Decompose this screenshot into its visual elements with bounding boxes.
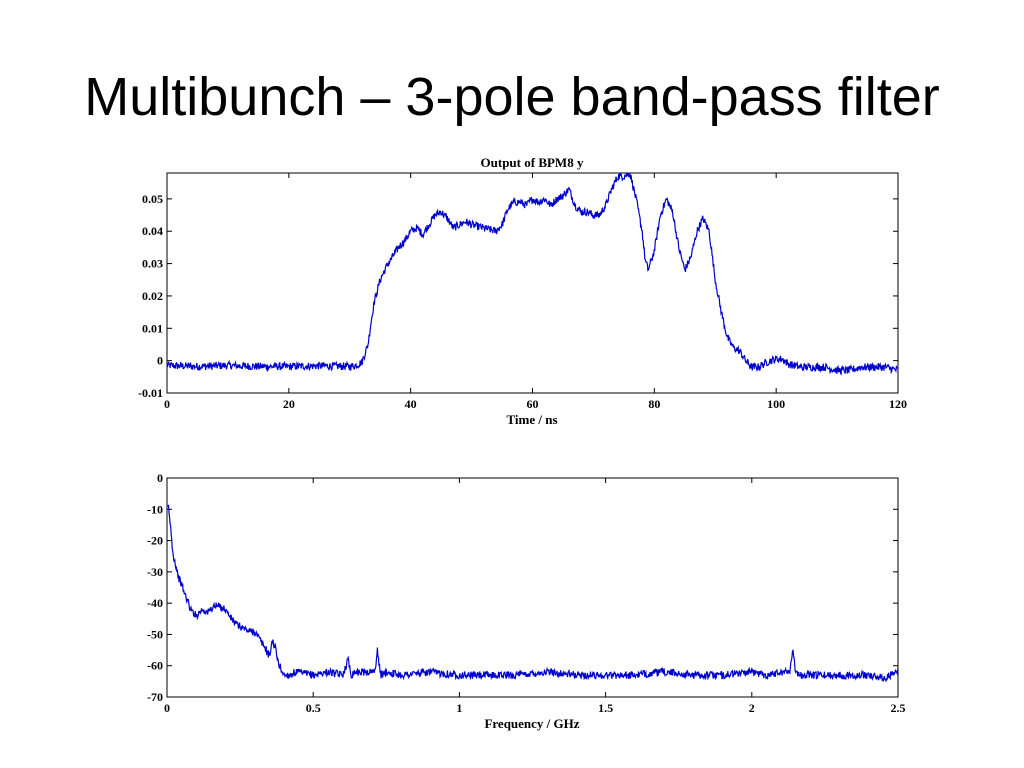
series-line [166,172,899,376]
y-tick-label: -70 [147,690,163,704]
y-tick-label: -0.01 [138,386,163,400]
x-tick-label: 1.5 [598,701,613,715]
y-tick-label: -20 [147,534,163,548]
x-axis: 0 20 40 60 80 100 120 [164,173,907,411]
x-tick-label: 80 [648,397,660,411]
plot-frame [166,172,899,394]
y-tick-label: 0.02 [142,289,163,303]
x-tick-label: 100 [767,397,785,411]
x-tick-label: 20 [283,397,295,411]
y-tick-label: -10 [147,502,163,516]
y-tick-label: -30 [147,565,163,579]
y-tick-label: 0 [157,354,163,368]
x-tick-label: 0 [164,701,170,715]
plot-frame [166,477,899,698]
y-tick-label: 0.04 [142,224,163,238]
time-domain-chart: Output of BPM8 y 0 20 40 60 80 100 120 -0.0100… [138,155,907,427]
y-axis: -0.01 0 0.01 0.02 0.03 0.04 0.05 [138,192,898,400]
x-tick-label: 60 [527,397,539,411]
y-tick-label: 0.01 [142,321,163,335]
y-tick-label: -60 [147,659,163,673]
series-line [166,504,899,683]
x-axis-label: Frequency / GHz [484,716,579,731]
x-axis-label: Time / ns [506,412,557,427]
x-tick-label: 2.5 [891,701,906,715]
y-axis: -70 -60 -50 -40 -30 -20 -10 0 [147,471,898,704]
frequency-domain-chart: 0 0.5 1 1.5 2 2.5 -70 -60 -50 -40 -30 -20 -10 0 Freq… [147,471,906,731]
x-axis: 0 0.5 1 1.5 2 2.5 [164,478,906,715]
x-tick-label: 0 [164,397,170,411]
y-tick-label: 0.05 [142,192,163,206]
slide-title: Multibunch – 3-pole band-pass filter [84,67,940,127]
y-tick-label: -40 [147,596,163,610]
y-tick-label: 0 [157,471,163,485]
x-tick-label: 40 [405,397,417,411]
y-tick-label: 0.03 [142,257,163,271]
chart-title: Output of BPM8 y [481,155,584,170]
x-tick-label: 0.5 [306,701,321,715]
x-tick-label: 2 [749,701,755,715]
y-tick-label: -50 [147,627,163,641]
x-tick-label: 120 [889,397,907,411]
x-tick-label: 1 [456,701,462,715]
